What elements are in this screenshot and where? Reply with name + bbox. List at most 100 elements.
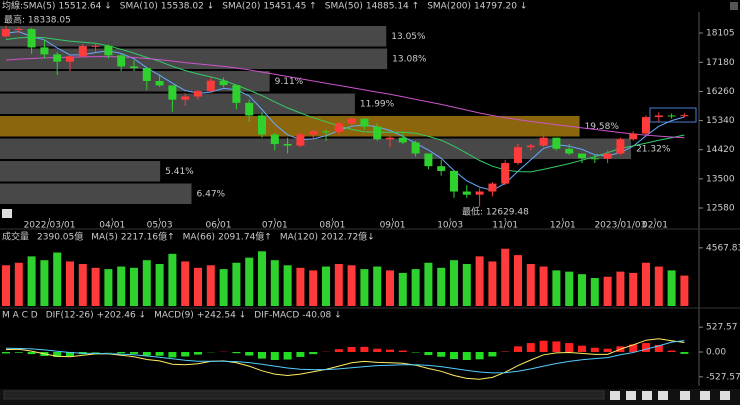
volume-bar [334, 264, 343, 306]
candle-body [142, 67, 151, 81]
legend-name: SMA(5) [23, 2, 55, 12]
volume-bar [539, 266, 548, 306]
macd-bar [53, 352, 62, 357]
volume-profile-bar [0, 138, 632, 160]
candle-body [590, 158, 599, 160]
macd-bar [155, 352, 164, 356]
candle-body [629, 133, 638, 140]
candle-body [386, 137, 394, 140]
macd-bar [386, 349, 394, 352]
volume-bar [565, 271, 574, 306]
candle-body [130, 66, 138, 68]
volume-bar [450, 260, 458, 306]
volume-profile-bar [0, 71, 270, 92]
macd-bar [270, 352, 279, 360]
toolbar-button[interactable] [720, 391, 730, 400]
candle-body [283, 144, 292, 146]
macd-line [5, 338, 685, 380]
toolbar-button[interactable] [642, 391, 652, 400]
volume-bar [488, 261, 497, 306]
y-tick-label: 16260 [706, 87, 735, 97]
macd-bar [130, 352, 138, 354]
volume-bar [91, 267, 100, 306]
volume-bar [155, 264, 164, 306]
macd-bar [66, 352, 74, 357]
volume-bar [347, 265, 356, 306]
candle-body [322, 131, 330, 133]
volume-profile-label: 13.08% [392, 54, 427, 64]
y-tick-label: 4567.83 [706, 243, 740, 253]
legend-value: 2091.74億↑ [218, 231, 272, 243]
menu-button[interactable] [730, 2, 738, 10]
volume-bar [283, 265, 292, 306]
panel-header: 均線: [2, 0, 23, 12]
x-tick-label: 2022/03/01 [24, 221, 76, 231]
volume-bar [53, 252, 62, 306]
toolbar-button[interactable] [680, 391, 690, 400]
candle-body [296, 134, 305, 146]
volume-bar [117, 266, 126, 306]
legend-name: MACD(9) [154, 311, 194, 321]
volume-bar [194, 267, 202, 306]
candle-body [398, 137, 407, 143]
ma-line [5, 31, 685, 191]
candle-body [514, 147, 522, 164]
macd-line [5, 340, 685, 374]
macd-bar [462, 352, 471, 360]
macd-bar [142, 352, 151, 356]
volume-bar [629, 272, 638, 306]
toolbar-button[interactable] [610, 391, 620, 400]
volume-bar [2, 265, 10, 306]
volume-profile-label: 11.99% [360, 99, 395, 109]
annotation: 最低: 12629.48 [462, 206, 529, 218]
legend-value: 15512.64 ↓ [58, 2, 111, 12]
volume-bar [78, 264, 87, 306]
volume-bar [424, 262, 433, 306]
x-tick-label: 04/01 [99, 221, 125, 231]
candle-body [475, 191, 484, 195]
volume-bar [642, 262, 650, 306]
macd-bar [347, 347, 356, 352]
volume-bar [590, 278, 599, 306]
volume-bar [667, 270, 676, 306]
volume-bar [14, 262, 23, 306]
toolbar-button[interactable] [658, 391, 668, 400]
legend-name: MA(66) [183, 233, 215, 243]
macd-bar [373, 348, 382, 352]
panel-header: M A C D [2, 311, 38, 321]
candle-body [424, 153, 433, 167]
macd-bar [168, 352, 177, 358]
macd-bar [27, 352, 36, 355]
y-tick-label: 18105 [706, 28, 735, 38]
macd-bar [642, 343, 650, 352]
x-tick-label: 02/01 [642, 221, 668, 231]
volume-profile-label: 6.47% [197, 189, 226, 199]
macd-bar [603, 348, 612, 352]
volume-profile-label: 9.11% [275, 77, 304, 87]
x-tick-label: 10/03 [437, 221, 463, 231]
volume-bar [66, 261, 74, 306]
volume-bar [168, 253, 177, 306]
legend-value: 14797.20 ↓ [474, 2, 527, 12]
toolbar-button[interactable] [700, 391, 710, 400]
volume-bar [552, 270, 561, 306]
candle-body [194, 91, 202, 97]
scrollbar[interactable] [3, 390, 605, 400]
legend-value: -40.08 ↓ [302, 311, 341, 321]
y-tick-label: 15340 [706, 116, 735, 126]
scroll-button[interactable] [2, 209, 12, 218]
volume-bar [206, 265, 215, 306]
candle-body [91, 45, 100, 47]
volume-profile-bar [0, 48, 388, 70]
macd-bar [232, 352, 241, 354]
volume-bar [373, 266, 382, 306]
candle-body [40, 47, 49, 55]
volume-bar [142, 260, 151, 306]
macd-bar [283, 352, 292, 360]
toolbar-button[interactable] [626, 391, 636, 400]
candle-body [168, 85, 177, 100]
candle-body [232, 85, 241, 103]
candle-body [66, 56, 74, 62]
volume-bar [411, 269, 420, 306]
